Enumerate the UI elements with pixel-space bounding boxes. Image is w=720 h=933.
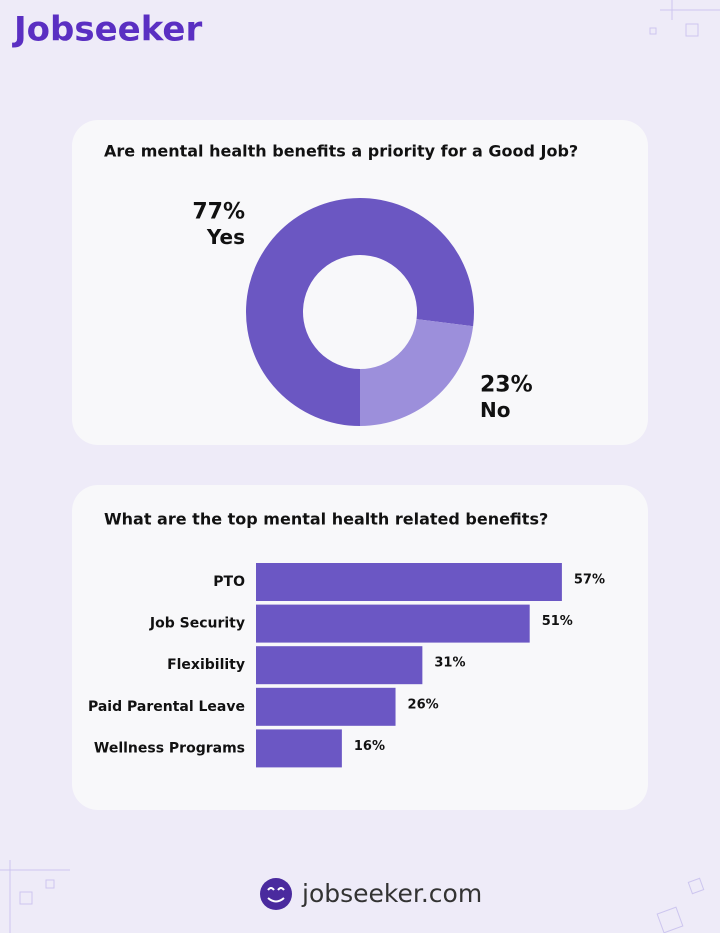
category-label: Paid Parental Leave — [88, 699, 245, 715]
value-label: 31% — [434, 656, 465, 671]
value-label: 51% — [542, 614, 573, 629]
bar — [256, 646, 423, 685]
bar — [256, 729, 342, 768]
value-label: 77% — [192, 200, 245, 225]
category-label: Flexibility — [167, 657, 245, 673]
footer[interactable]: jobseeker.com — [260, 878, 482, 910]
category-label: Yes — [206, 225, 245, 249]
value-label: 16% — [354, 739, 385, 754]
value-label: 26% — [408, 697, 439, 712]
chart-title: Are mental health benefits a priority fo… — [104, 142, 578, 161]
value-label: 57% — [574, 573, 605, 588]
category-label: No — [480, 398, 510, 422]
bar — [256, 687, 396, 726]
category-label: Job Security — [149, 616, 245, 632]
bar — [256, 604, 530, 643]
footer-icon — [260, 878, 292, 910]
chart-title: What are the top mental health related b… — [104, 510, 548, 529]
donut-slice — [360, 319, 474, 426]
category-label: PTO — [213, 574, 245, 590]
footer-icon-face — [267, 887, 285, 903]
logo[interactable]: Jobseeker — [12, 10, 202, 50]
card — [72, 120, 648, 445]
bar — [256, 563, 562, 601]
footer-link[interactable]: jobseeker.com — [301, 879, 482, 908]
category-label: Wellness Programs — [94, 740, 245, 756]
value-label: 23% — [480, 372, 533, 397]
donut-slice — [246, 198, 474, 426]
